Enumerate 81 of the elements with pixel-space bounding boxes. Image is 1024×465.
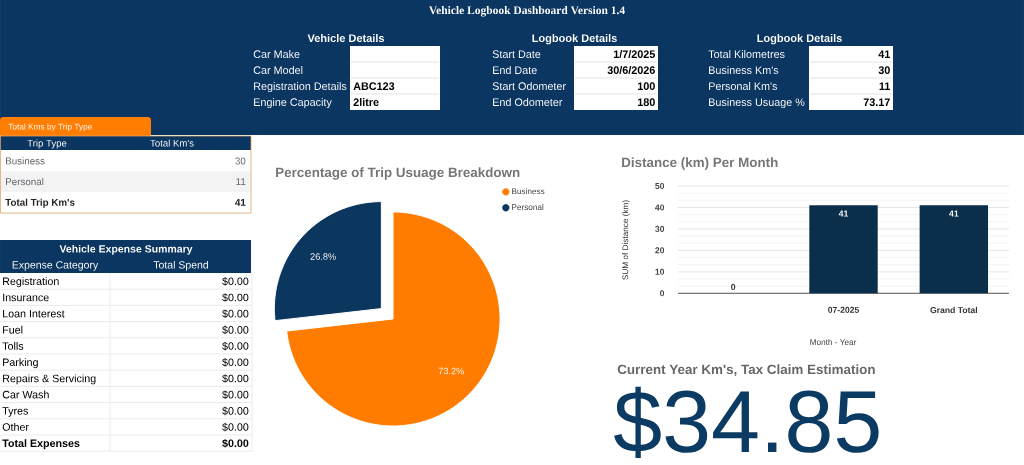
category-label: Car Make — [253, 50, 300, 58]
y-tick-label: 10 — [655, 268, 665, 275]
text: 73.17 — [863, 98, 890, 106]
category-label: Repairs & Servicing — [3, 374, 96, 385]
data-label: 41 — [235, 199, 246, 206]
y-axis-title: SUM of Distance (km) — [622, 200, 630, 280]
text: $0.00 — [222, 341, 249, 351]
text: Current Year Km's, Tax Claim Estimation — [617, 364, 875, 377]
text: $0.00 — [222, 406, 249, 416]
text: $0.00 — [222, 390, 249, 400]
category-label: Other — [2, 422, 29, 431]
y-tick-label: 40 — [655, 204, 665, 211]
category-label: Car Wash — [2, 390, 49, 399]
category-label: Total Kilometres — [708, 50, 785, 58]
text: $0.00 — [222, 374, 249, 383]
category-label: End Odometer — [493, 98, 563, 106]
x-tick-label: Grand Total — [930, 306, 978, 314]
text: Logbook Details — [532, 33, 617, 45]
text: 30 — [878, 66, 890, 74]
text: $0.00 — [222, 309, 249, 319]
text: Total Km's — [150, 139, 194, 147]
y-tick-label: 50 — [655, 182, 665, 190]
text: Vehicle Expense Summary — [59, 244, 193, 255]
y-tick-label: 20 — [655, 247, 665, 254]
text: Total Spend — [153, 260, 209, 271]
text: $0.00 — [222, 277, 249, 286]
category-label: Car Model — [253, 66, 303, 74]
category-label: Parking — [3, 358, 38, 369]
text: 100 — [637, 82, 655, 90]
text: Logbook Details — [757, 33, 842, 45]
category-label: Business Usuage % — [709, 98, 805, 109]
data-label: 0 — [731, 283, 736, 291]
data-label: 26.8% — [310, 253, 336, 260]
category-label: Business — [6, 157, 45, 165]
text: $0.00 — [222, 358, 249, 367]
category-label: Registration Details — [254, 82, 347, 93]
category-label: Insurance — [3, 293, 49, 302]
category-label: Registration — [3, 277, 59, 288]
chart-title: Percentage of Trip Usuage Breakdown — [276, 167, 520, 180]
category-label: Personal — [6, 177, 44, 186]
legend-label: Business — [512, 188, 545, 195]
text: $0.00 — [222, 293, 249, 302]
chart-title: Distance (km) Per Month — [622, 157, 778, 170]
text: Vehicle Details — [307, 33, 385, 43]
text: 180 — [637, 98, 655, 106]
legend-label: Personal — [512, 204, 544, 211]
y-tick-label: 30 — [655, 225, 665, 232]
data-label: 73.2% — [438, 367, 464, 375]
category-label: Start Date — [492, 50, 541, 58]
text: Trip Type — [27, 139, 67, 149]
text: Total Kms by Trip Type — [8, 123, 92, 132]
data-label: 41 — [838, 210, 849, 217]
category-label: Total Trip Km's — [5, 198, 75, 208]
text: Expense Category — [12, 261, 99, 271]
y-tick-label: 0 — [660, 290, 665, 297]
category-label: Fuel — [3, 325, 23, 334]
category-label: Tolls — [2, 341, 24, 350]
data-label: 30 — [235, 157, 246, 165]
text: $0.00 — [222, 439, 249, 448]
category-label: Business Km's — [709, 66, 779, 74]
text: 2litre — [353, 98, 379, 106]
data-label: 41 — [949, 210, 959, 217]
text: $34.85 — [614, 386, 879, 459]
category-label: Tyres — [2, 407, 28, 417]
x-axis-title: Month - Year — [810, 339, 857, 346]
text: 11 — [879, 82, 891, 90]
category-label: Engine Capacity — [254, 98, 332, 109]
data-label: 11 — [236, 178, 246, 186]
category-label: End Date — [493, 66, 537, 74]
text: Vehicle Logbook Dashboard Version 1.4 — [429, 6, 625, 17]
text: $0.00 — [222, 325, 249, 335]
x-tick-label: 07-2025 — [828, 306, 860, 313]
category-label: Total Expenses — [2, 439, 80, 450]
category-label: Loan Interest — [3, 309, 65, 318]
category-label: Start Odometer — [492, 82, 566, 90]
text: $0.00 — [222, 422, 249, 432]
text: 41 — [878, 50, 890, 58]
category-label: Personal Km's — [709, 82, 778, 90]
text: 1/7/2025 — [613, 50, 655, 59]
text: 30/6/2026 — [607, 66, 655, 75]
text: ABC123 — [353, 82, 395, 90]
